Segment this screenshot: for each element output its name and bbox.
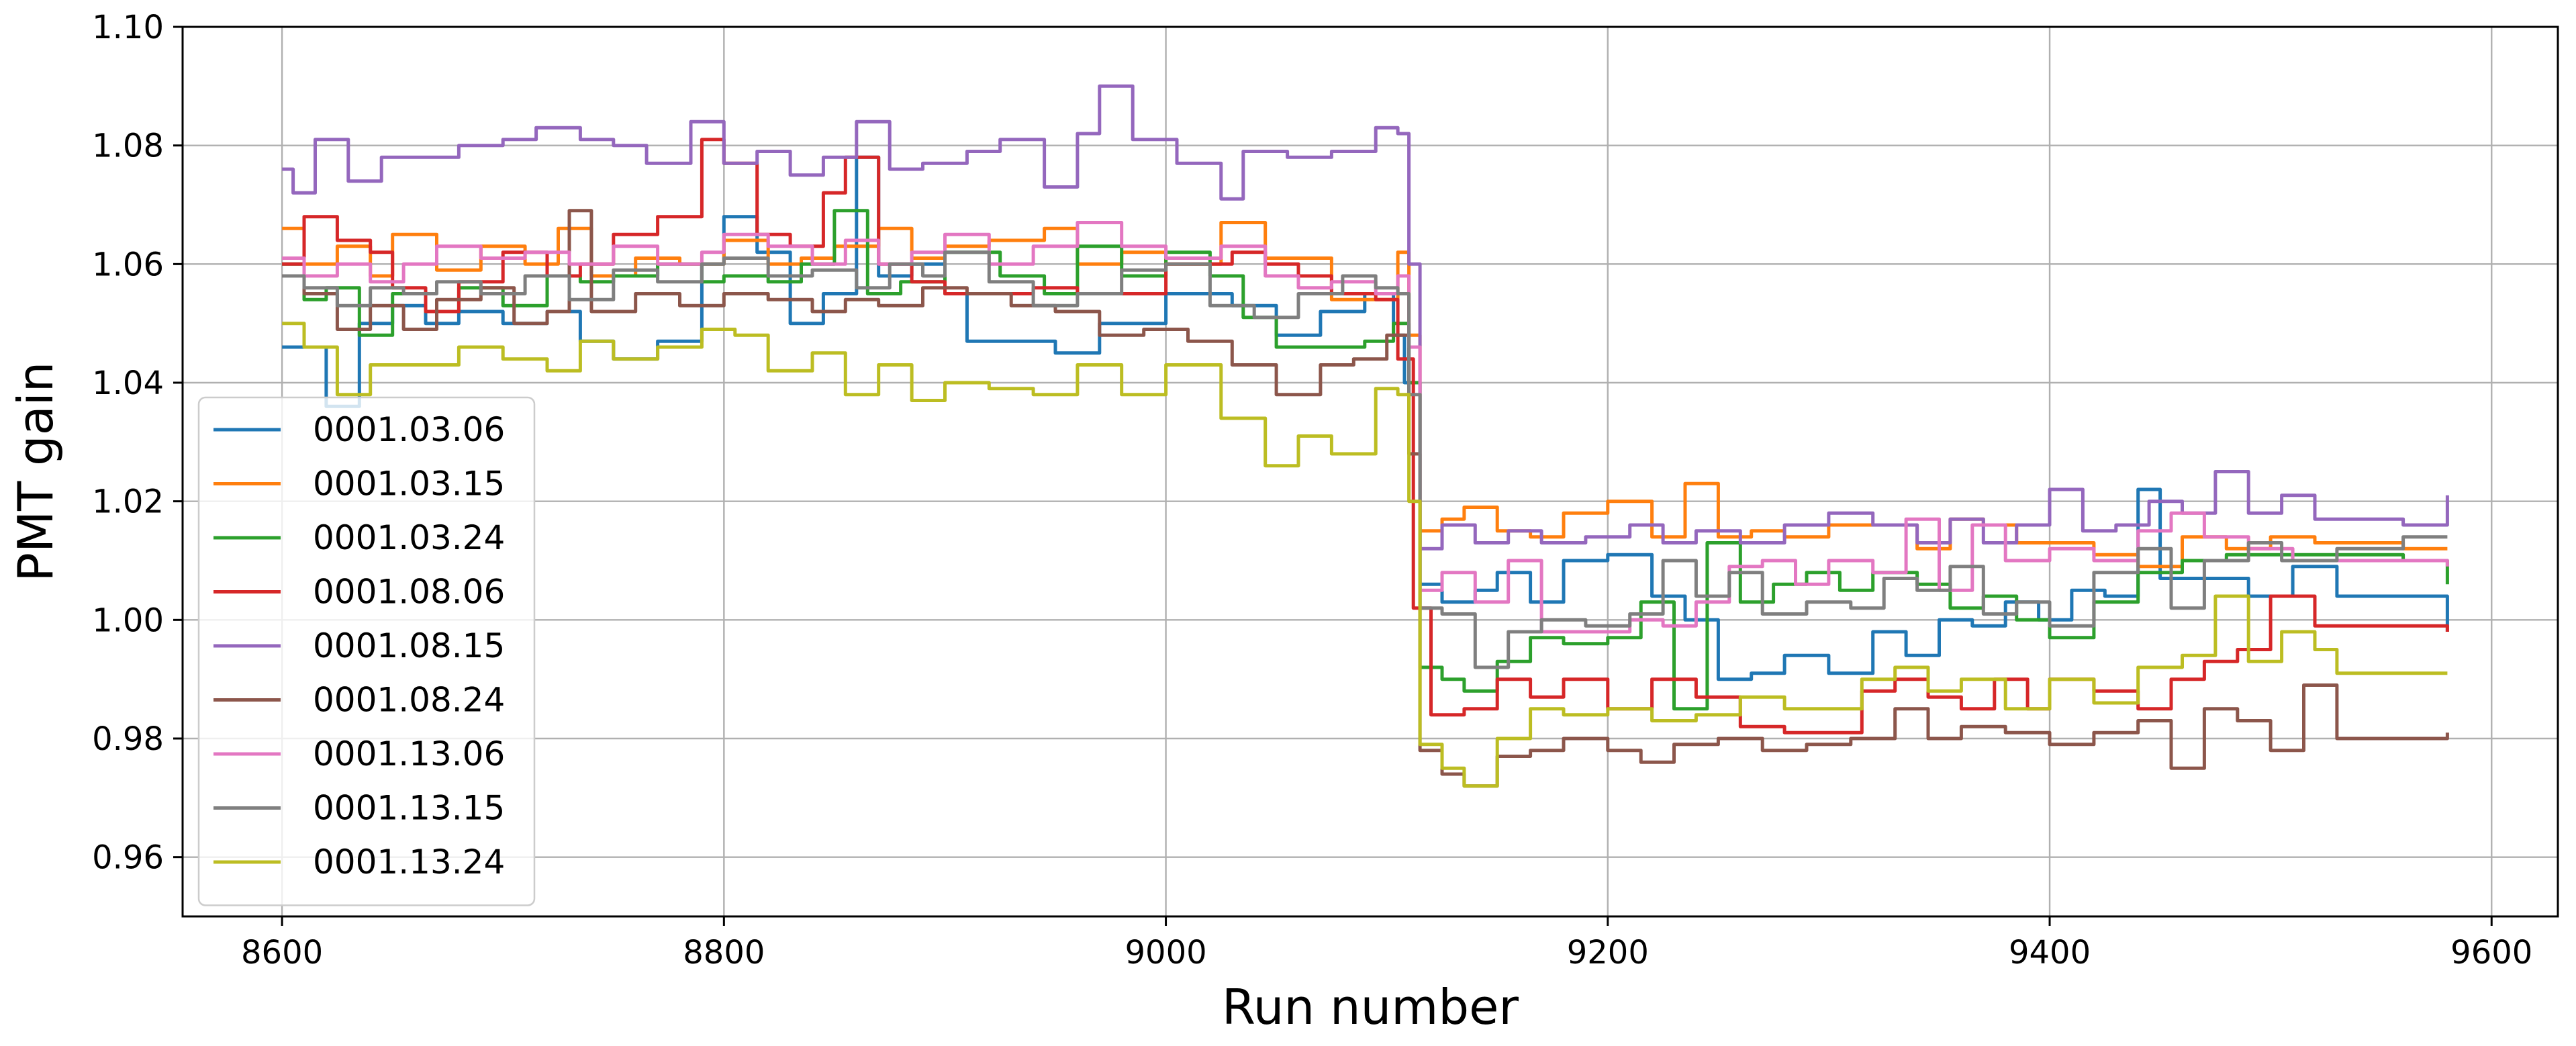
y-axis-title: PMT gain bbox=[7, 362, 64, 582]
x-tick-label: 9600 bbox=[2450, 934, 2532, 971]
series-line-7 bbox=[282, 250, 2448, 669]
legend-label: 0001.03.06 bbox=[313, 410, 505, 449]
x-tick-label: 8800 bbox=[683, 934, 765, 971]
x-tick-label: 9400 bbox=[2009, 934, 2091, 971]
legend: 0001.03.06 0001.03.15 0001.03.24 0001.08.06… bbox=[197, 396, 536, 906]
series-line-6 bbox=[282, 221, 2449, 634]
legend-box bbox=[197, 396, 536, 906]
series-line-5 bbox=[282, 209, 2449, 788]
series-line-4 bbox=[282, 84, 2449, 551]
legend-label: 0001.03.24 bbox=[313, 518, 505, 557]
x-tick-label: 9000 bbox=[1125, 934, 1206, 971]
series-lines bbox=[282, 84, 2449, 788]
y-tick-label: 1.02 bbox=[92, 483, 164, 521]
legend-label: 0001.13.06 bbox=[313, 734, 505, 773]
legend-label: 0001.08.24 bbox=[313, 681, 505, 720]
legend-label: 0001.03.15 bbox=[313, 465, 505, 504]
x-axis-title: Run number bbox=[1222, 979, 1519, 1035]
y-tick-label: 1.00 bbox=[92, 602, 164, 639]
axis-ticks: 8600 8800 9000 9200 9400 9600 0.96 0.98 1.00 1.02… bbox=[92, 9, 2532, 971]
legend-label: 0001.13.15 bbox=[313, 789, 505, 828]
legend-label: 0001.08.06 bbox=[313, 573, 505, 612]
y-tick-label: 1.06 bbox=[92, 246, 164, 283]
series-line-8 bbox=[282, 322, 2448, 788]
y-tick-label: 0.96 bbox=[92, 839, 164, 877]
y-tick-label: 0.98 bbox=[92, 720, 164, 758]
x-tick-label: 8600 bbox=[241, 934, 323, 971]
y-tick-label: 1.04 bbox=[92, 365, 164, 402]
legend-label: 0001.13.24 bbox=[313, 843, 505, 882]
x-tick-label: 9200 bbox=[1567, 934, 1649, 971]
legend-label: 0001.08.15 bbox=[313, 626, 505, 665]
plot-frame bbox=[181, 26, 2559, 918]
y-tick-label: 1.10 bbox=[92, 9, 164, 46]
y-tick-label: 1.08 bbox=[92, 128, 164, 165]
